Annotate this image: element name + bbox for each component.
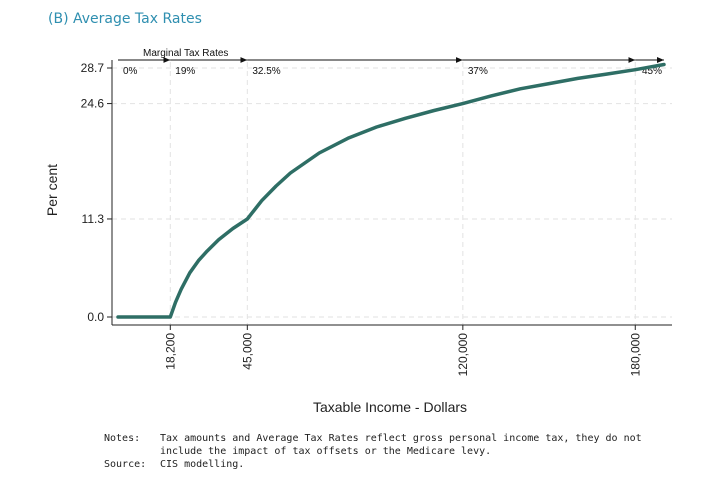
- y-tick-label: 28.7: [81, 61, 105, 75]
- notes-text: Tax amounts and Average Tax Rates reflec…: [160, 433, 642, 457]
- marginal-rate-label: 45%: [642, 66, 662, 77]
- chart-notes: Notes: Tax amounts and Average Tax Rates…: [104, 432, 684, 471]
- marginal-rates-title: Marginal Tax Rates: [143, 48, 228, 59]
- x-tick-label: 45,000: [240, 333, 254, 370]
- x-tick-label: 120,000: [456, 333, 470, 377]
- source-label: Source:: [104, 459, 147, 470]
- marginal-rate-label: 0%: [123, 66, 138, 77]
- y-tick-label: 0.0: [87, 310, 104, 324]
- notes-label: Notes:: [104, 433, 141, 444]
- panel-title: (B) Average Tax Rates: [48, 11, 202, 27]
- average-tax-rate-line: [116, 62, 666, 319]
- x-tick-label: 18,200: [163, 333, 177, 370]
- y-axis-title: Per cent: [44, 164, 60, 216]
- marginal-rate-label: 19%: [175, 66, 195, 77]
- average-tax-rate-chart: 0.0 11.3 24.6 28.7 18,200 45,000 120,000 180,00…: [44, 48, 672, 415]
- y-tick-label: 11.3: [82, 212, 105, 226]
- x-tick-label: 180,000: [628, 333, 642, 377]
- marginal-rate-label: 37%: [468, 66, 488, 77]
- y-tick-label: 24.6: [81, 97, 105, 111]
- marginal-rate-label: 32.5%: [252, 66, 280, 77]
- source-text: CIS modelling.: [160, 459, 245, 470]
- x-axis-title: Taxable Income - Dollars: [313, 399, 467, 415]
